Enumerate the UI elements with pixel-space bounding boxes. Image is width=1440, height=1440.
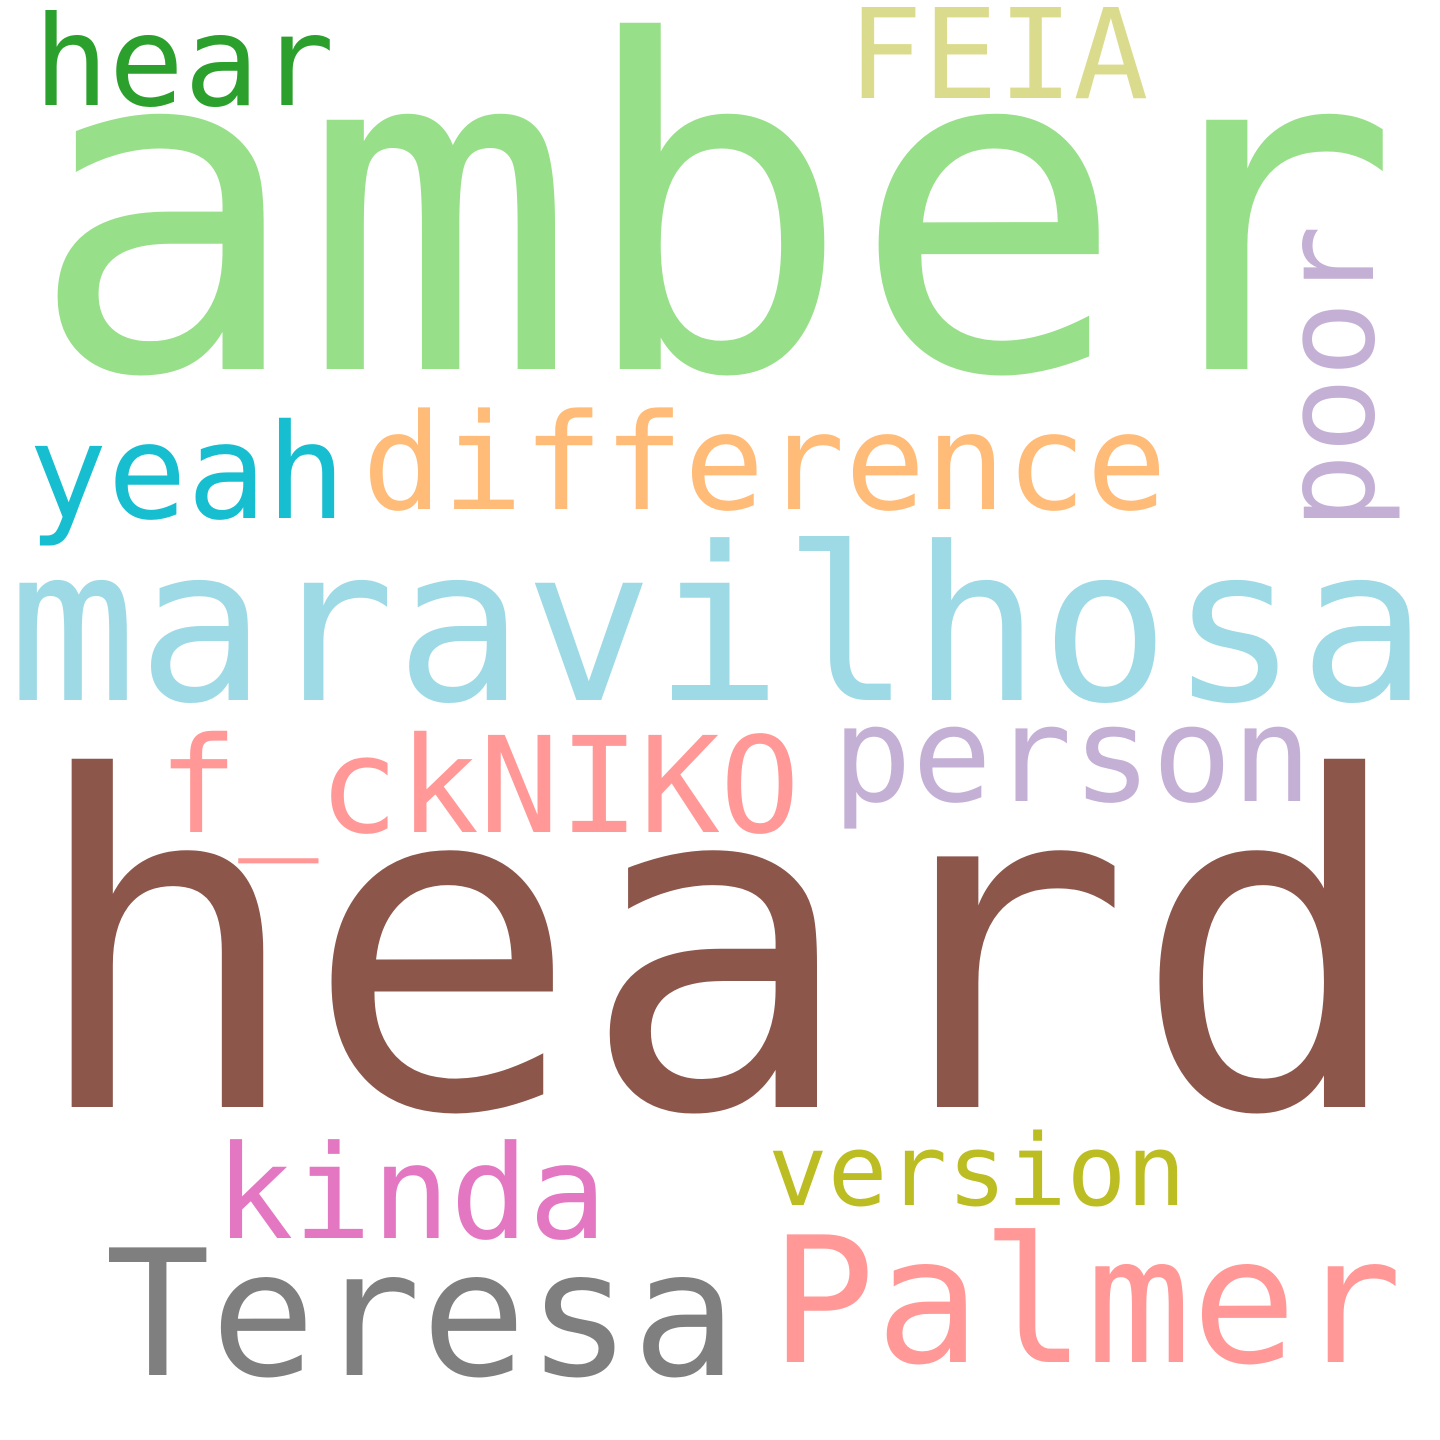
word-teresa: Teresa (105, 1213, 738, 1417)
word-feia: FEIA (847, 0, 1149, 128)
word-yeah: yeah (28, 395, 346, 550)
word-amber: amber (28, 0, 1401, 477)
word-kinda: kinda (215, 1117, 607, 1269)
word-palmer: Palmer (770, 1200, 1403, 1404)
word-maravilhosa: maravilhosa (8, 500, 1428, 751)
word-difference: difference (362, 385, 1167, 541)
word-version: version (768, 1113, 1187, 1229)
word-fcknikko: f_ckNIKO (158, 708, 801, 864)
word-poor: poor (1254, 224, 1403, 530)
word-person: person (832, 678, 1312, 833)
word-heard: heard (28, 682, 1408, 1216)
word-hear: hear (33, 0, 335, 135)
